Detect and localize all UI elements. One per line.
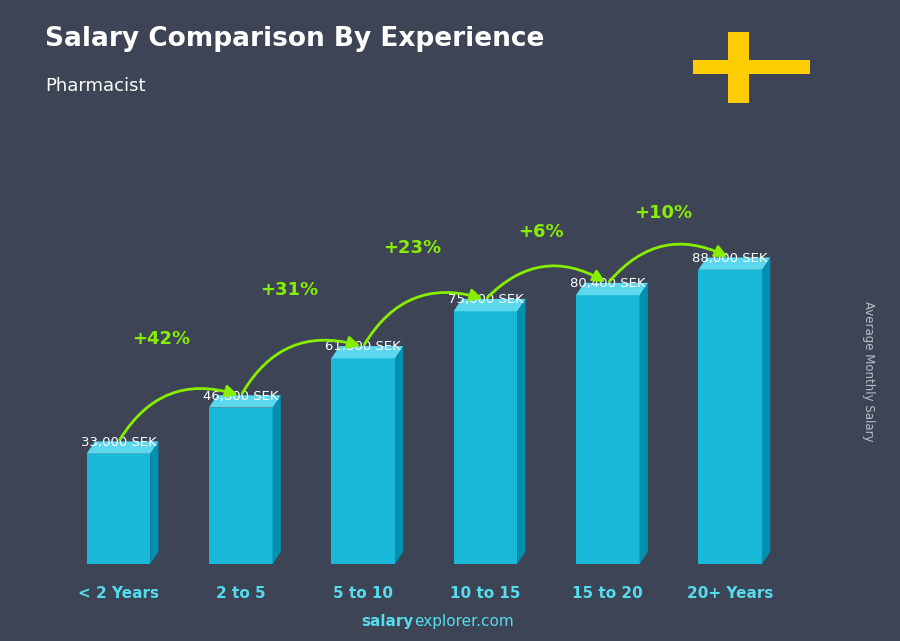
Text: 33,000 SEK: 33,000 SEK [80,436,157,449]
Polygon shape [698,270,762,564]
Text: Average Monthly Salary: Average Monthly Salary [862,301,875,442]
Text: +10%: +10% [634,204,692,222]
Polygon shape [273,395,281,564]
Polygon shape [331,358,395,564]
Polygon shape [698,258,770,270]
Text: 75,600 SEK: 75,600 SEK [447,293,523,306]
Polygon shape [150,442,158,564]
Text: 61,500 SEK: 61,500 SEK [325,340,401,353]
Text: 20+ Years: 20+ Years [687,586,773,601]
Polygon shape [331,346,403,358]
Text: Salary Comparison By Experience: Salary Comparison By Experience [45,26,544,52]
Text: salary: salary [362,614,414,629]
Polygon shape [640,283,648,564]
Bar [693,60,810,74]
Text: explorer.com: explorer.com [414,614,514,629]
Text: Pharmacist: Pharmacist [45,77,146,95]
Polygon shape [576,283,648,296]
Polygon shape [576,296,640,564]
Text: 2 to 5: 2 to 5 [216,586,266,601]
Polygon shape [518,299,526,564]
Text: +23%: +23% [383,239,441,258]
Text: 88,000 SEK: 88,000 SEK [692,252,768,265]
Text: +31%: +31% [261,281,319,299]
Text: +6%: +6% [518,223,563,241]
Polygon shape [454,312,518,564]
Text: 46,800 SEK: 46,800 SEK [203,390,278,403]
Polygon shape [86,442,158,454]
Text: 5 to 10: 5 to 10 [333,586,393,601]
Polygon shape [209,408,273,564]
Text: 10 to 15: 10 to 15 [450,586,521,601]
Bar [728,32,749,103]
Text: +42%: +42% [132,330,190,348]
Polygon shape [209,395,281,408]
Polygon shape [454,299,526,312]
Polygon shape [762,258,770,564]
Polygon shape [395,346,403,564]
Text: 80,400 SEK: 80,400 SEK [570,277,645,290]
Text: < 2 Years: < 2 Years [78,586,159,601]
Text: 15 to 20: 15 to 20 [572,586,644,601]
Polygon shape [86,454,150,564]
